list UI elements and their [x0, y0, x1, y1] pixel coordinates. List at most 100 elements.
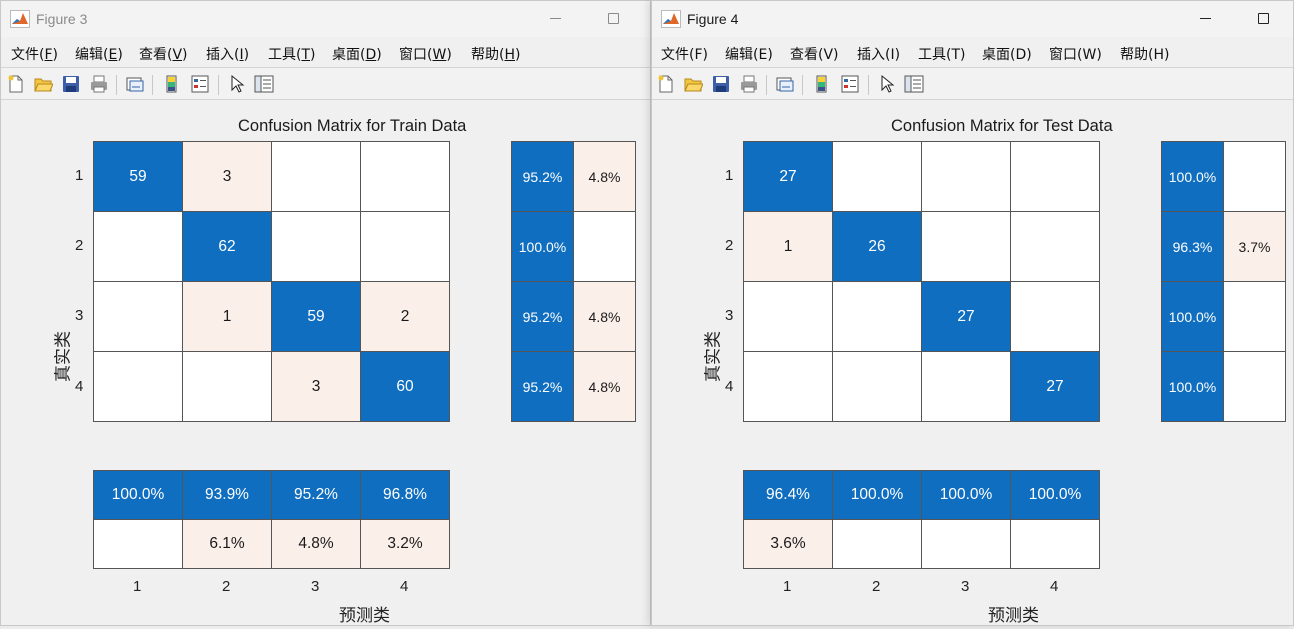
- property-inspector-icon[interactable]: [254, 74, 274, 94]
- colorbar-icon[interactable]: [812, 74, 832, 94]
- matrix-cell: [361, 212, 450, 282]
- menu-window[interactable]: 窗口(W): [399, 47, 452, 63]
- menu-shortcut-key: T: [951, 47, 961, 63]
- title-bar[interactable]: Figure 4: [652, 1, 1293, 37]
- menu-edit[interactable]: 编辑(E): [725, 47, 773, 63]
- matrix-cell: 3: [183, 142, 272, 212]
- new-figure-icon[interactable]: [6, 74, 26, 94]
- window-title: Figure 3: [36, 11, 88, 27]
- menu-window[interactable]: 窗口(W): [1049, 47, 1102, 63]
- row-summary-cell: 95.2%: [512, 352, 574, 422]
- maximize-icon: [608, 13, 619, 24]
- minimize-button[interactable]: [538, 7, 572, 31]
- menu-shortcut-key: E: [758, 47, 768, 63]
- menu-desktop[interactable]: 桌面(D): [982, 47, 1032, 63]
- row-summary-cell: 100.0%: [512, 212, 574, 282]
- print-icon[interactable]: [89, 74, 109, 94]
- toolbar: [1, 67, 650, 100]
- menu-shortcut-key: D: [365, 47, 377, 63]
- maximize-button[interactable]: [596, 7, 630, 31]
- title-bar[interactable]: Figure 3: [1, 1, 650, 37]
- row-summary-cell: 3.7%: [1224, 212, 1286, 282]
- menu-edit[interactable]: 编辑(E): [75, 47, 123, 63]
- toolbar-separator: [152, 75, 153, 95]
- col-summary-cell: 4.8%: [272, 520, 361, 569]
- matrix-cell: 27: [922, 282, 1011, 352]
- row-tick: 2: [725, 237, 734, 254]
- save-icon[interactable]: [711, 74, 731, 94]
- menu-tools[interactable]: 工具(T): [918, 47, 966, 63]
- y-axis-label: 真实类: [53, 331, 74, 382]
- menu-label: 帮助(: [471, 47, 505, 63]
- col-summary-cell: 100.0%: [922, 471, 1011, 520]
- print-icon[interactable]: [739, 74, 759, 94]
- menu-file[interactable]: 文件(F): [11, 47, 58, 63]
- menu-view[interactable]: 查看(V): [790, 47, 839, 63]
- menu-label: 插入(: [206, 47, 240, 63]
- row-summary-cell: 95.2%: [512, 142, 574, 212]
- row-summary-cell: [1224, 352, 1286, 422]
- maximize-button[interactable]: [1246, 7, 1280, 31]
- menu-shortcut-key: H: [504, 47, 515, 63]
- matrix-cell: 1: [183, 282, 272, 352]
- menu-help[interactable]: 帮助(H): [1120, 47, 1170, 63]
- open-file-icon[interactable]: [683, 74, 703, 94]
- row-summary-cell: 95.2%: [512, 282, 574, 352]
- row-summary-cell: 4.8%: [574, 142, 636, 212]
- menu-shortcut-key: E: [108, 47, 118, 63]
- col-tick: 1: [133, 578, 142, 595]
- x-axis-label: 预测类: [339, 606, 390, 626]
- window-title: Figure 4: [687, 11, 739, 27]
- x-axis-label: 预测类: [988, 606, 1039, 626]
- menu-shortcut-key: W: [432, 47, 447, 63]
- menu-label: 工具(: [268, 47, 302, 63]
- menu-shortcut-key: V: [823, 47, 834, 63]
- property-inspector-icon[interactable]: [904, 74, 924, 94]
- menu-shortcut-key: T: [301, 47, 311, 63]
- menu-help[interactable]: 帮助(H): [471, 47, 521, 63]
- menu-desktop[interactable]: 桌面(D): [332, 47, 382, 63]
- minimize-icon: [550, 18, 561, 19]
- row-tick: 1: [75, 167, 84, 184]
- menu-shortcut-key: H: [1153, 47, 1164, 63]
- matrix-cell: [272, 212, 361, 282]
- menu-insert[interactable]: 插入(I): [857, 47, 901, 63]
- row-tick: 1: [725, 167, 734, 184]
- row-tick: 4: [725, 378, 734, 395]
- menu-insert[interactable]: 插入(I): [206, 47, 250, 63]
- menu-view[interactable]: 查看(V): [139, 47, 188, 63]
- y-axis-label: 真实类: [703, 331, 724, 382]
- new-figure-icon[interactable]: [656, 74, 676, 94]
- legend-icon[interactable]: [190, 74, 210, 94]
- menu-shortcut-key: F: [44, 47, 53, 63]
- save-icon[interactable]: [61, 74, 81, 94]
- matrix-cell: [183, 352, 272, 422]
- figure-3-window: Figure 3 文件(F) 编辑(E) 查看(V) 插入(I) 工具(T) 桌…: [0, 0, 651, 626]
- toolbar: [652, 67, 1293, 100]
- col-summary-cell: [922, 520, 1011, 569]
- colorbar-icon[interactable]: [162, 74, 182, 94]
- menu-file[interactable]: 文件(F): [661, 47, 708, 63]
- legend-icon[interactable]: [840, 74, 860, 94]
- confusion-matrix: 27 1 26 27 27: [743, 141, 1100, 422]
- col-summary-cell: 3.6%: [744, 520, 833, 569]
- row-summary-matrix: 95.2% 4.8% 100.0% 95.2% 4.8% 95.2% 4.8%: [511, 141, 636, 422]
- menu-tools[interactable]: 工具(T): [268, 47, 316, 63]
- menu-shortcut-key: F: [694, 47, 703, 63]
- pointer-icon[interactable]: [877, 74, 897, 94]
- link-plot-icon[interactable]: [125, 74, 145, 94]
- row-summary-cell: 100.0%: [1162, 282, 1224, 352]
- matrix-cell: [1011, 142, 1100, 212]
- minimize-button[interactable]: [1188, 7, 1222, 31]
- matrix-cell: 3: [272, 352, 361, 422]
- column-summary-matrix: 100.0% 93.9% 95.2% 96.8% 6.1% 4.8% 3.2%: [93, 470, 450, 569]
- link-plot-icon[interactable]: [775, 74, 795, 94]
- open-file-icon[interactable]: [33, 74, 53, 94]
- matrix-cell: [833, 352, 922, 422]
- toolbar-separator: [802, 75, 803, 95]
- matrix-cell: [922, 212, 1011, 282]
- menu-label: 查看(: [790, 47, 824, 63]
- matrix-cell: [833, 282, 922, 352]
- pointer-icon[interactable]: [227, 74, 247, 94]
- matrix-cell: [272, 142, 361, 212]
